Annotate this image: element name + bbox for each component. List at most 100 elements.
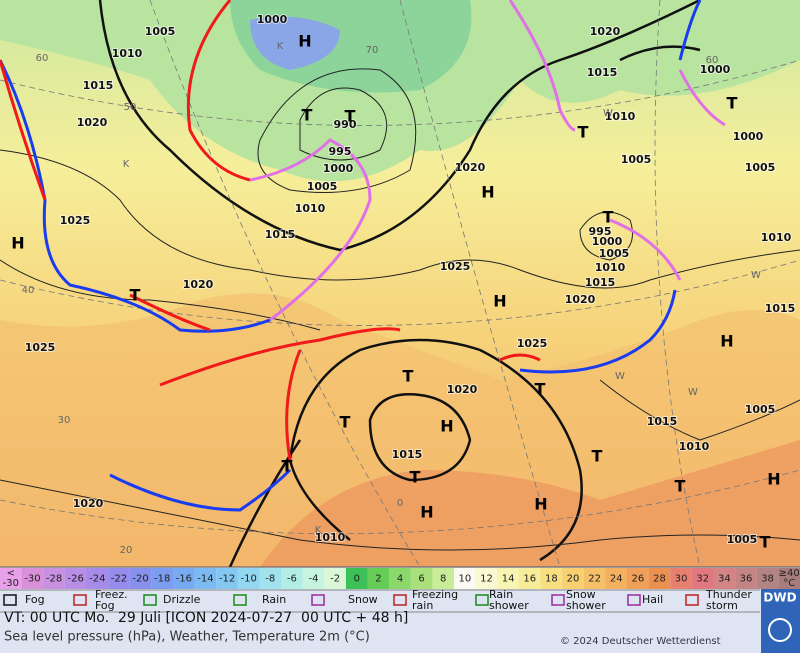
scale-cell <box>432 568 455 589</box>
scale-label: 2 <box>375 574 381 585</box>
scale-cell <box>367 568 390 589</box>
minor-label: W <box>615 371 625 382</box>
isobar-label: 1015 <box>647 415 678 428</box>
isobar-label: 1025 <box>60 214 91 227</box>
scale-cell <box>410 568 433 589</box>
scale-cell <box>302 568 325 589</box>
scale-cell <box>583 568 606 589</box>
isobar-label: 1020 <box>73 497 104 510</box>
scale-label: -6 <box>287 574 297 585</box>
weather-icon <box>311 594 325 606</box>
scale-cell <box>237 568 260 589</box>
scale-label: 16 <box>523 574 536 585</box>
isobar-label: 1005 <box>621 153 652 166</box>
scale-cell <box>691 568 714 589</box>
weather-label: Thunder <box>705 588 752 601</box>
scale-cell <box>756 568 779 589</box>
scale-label: 12 <box>480 574 493 585</box>
scale-cell <box>64 568 87 589</box>
minor-label: K <box>277 41 284 52</box>
scale-label: 32 <box>696 574 709 585</box>
isobar-label: 1010 <box>295 202 326 215</box>
weather-icon <box>73 594 87 606</box>
weather-label: rain <box>412 599 433 612</box>
weather-icon <box>627 594 641 606</box>
minor-label: 20 <box>120 545 133 556</box>
isobar-label: 1020 <box>183 278 214 291</box>
scale-cell <box>151 568 173 589</box>
minor-label: 40 <box>22 285 35 296</box>
isobar-label: 1000 <box>733 130 764 143</box>
minor-label: K <box>315 525 322 536</box>
scale-cell <box>281 568 303 589</box>
isobar-label: 1000 <box>700 63 731 76</box>
scale-label: 26 <box>631 574 644 585</box>
scale-label: 20 <box>567 574 580 585</box>
dwd-logo-text: DWD <box>763 591 796 605</box>
weather-label: shower <box>566 599 606 612</box>
pressure-center: T <box>302 106 313 125</box>
scale-cell <box>648 568 671 589</box>
weather-icon <box>3 594 17 606</box>
weather-label: Freez. <box>95 588 128 601</box>
scale-label: -4 <box>309 574 319 585</box>
isobar-label: 1005 <box>727 533 758 546</box>
pressure-center: T <box>403 367 414 386</box>
isobar-label: 1005 <box>599 247 630 260</box>
copyright: © 2024 Deutscher Wetterdienst <box>560 636 721 647</box>
pressure-center: H <box>534 495 547 514</box>
scale-label: 28 <box>653 574 666 585</box>
weather-label: Rain <box>489 588 513 601</box>
minor-label: 70 <box>366 45 379 56</box>
isobar-label: 1015 <box>585 276 616 289</box>
isobar-label: 1005 <box>745 161 776 174</box>
isobar-label: 1015 <box>392 448 423 461</box>
pressure-center: T <box>727 94 738 113</box>
grid-lines <box>0 0 800 568</box>
scale-cell <box>21 568 44 589</box>
minor-label: 60 <box>36 53 49 64</box>
scale-cell <box>0 568 22 589</box>
scale-cell <box>108 568 130 589</box>
thin-isobars <box>0 68 800 551</box>
pressure-center: H <box>440 417 453 436</box>
isobar-label: 995 <box>589 225 612 238</box>
scale-label: 18 <box>545 574 558 585</box>
isobar-label: 1020 <box>455 161 486 174</box>
pressure-center: T <box>603 208 614 227</box>
isobar-label: 995 <box>329 145 352 158</box>
isobar-label: 1015 <box>765 302 796 315</box>
scale-label: 36 <box>740 574 753 585</box>
minor-label: 60 <box>706 55 719 66</box>
weather-icon <box>143 594 157 606</box>
isobar-label: 1020 <box>565 293 596 306</box>
minor-label: 30 <box>58 415 71 426</box>
isobar-label: 1010 <box>112 47 143 60</box>
pressure-center: H <box>767 470 780 489</box>
dwd-logo-swirl <box>768 618 792 642</box>
isobars <box>98 0 701 568</box>
minor-label: W <box>688 387 698 398</box>
scale-label: -20 <box>132 574 148 585</box>
weather-icon <box>393 594 407 606</box>
scale-cell <box>497 568 519 589</box>
scale-cell <box>172 568 195 589</box>
scale-label: -14 <box>197 574 213 585</box>
scale-cell <box>345 568 368 589</box>
weather-label: Fog <box>25 593 45 606</box>
isobar-label: 1025 <box>25 341 56 354</box>
map <box>0 0 800 568</box>
description: Sea level pressure (hPa), Weather, Tempe… <box>4 630 370 645</box>
isobar-label: 1020 <box>590 25 621 38</box>
isobar-label: 1015 <box>587 66 618 79</box>
scale-label: 22 <box>588 574 601 585</box>
isobar-label: 1015 <box>265 228 296 241</box>
isobar-label: 1005 <box>307 180 338 193</box>
scale-cell <box>713 568 736 589</box>
pressure-center: T <box>578 123 589 142</box>
isobar-label: 1005 <box>145 25 176 38</box>
pressure-center: T <box>535 380 546 399</box>
isobar-label: 1005 <box>745 403 776 416</box>
scale-label: -18 <box>154 574 170 585</box>
scale-label: 14 <box>502 574 515 585</box>
